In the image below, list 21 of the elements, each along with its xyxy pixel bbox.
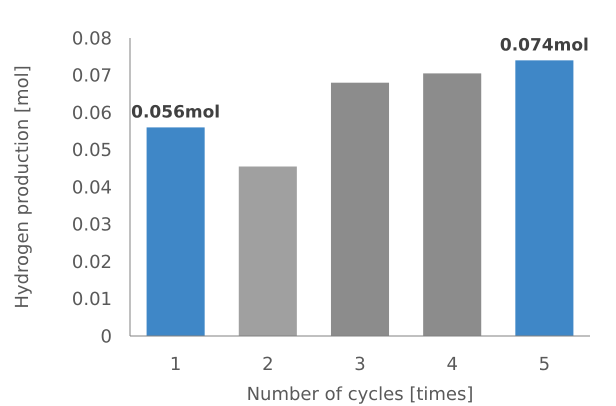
bar xyxy=(238,166,297,336)
bar xyxy=(515,60,574,336)
y-tick-label: 0.04 xyxy=(72,177,112,198)
x-tick-label: 2 xyxy=(262,354,274,375)
bar xyxy=(146,127,205,336)
y-tick-label: 0.02 xyxy=(72,252,112,273)
y-tick-label: 0 xyxy=(100,326,112,348)
y-tick-label: 0.06 xyxy=(72,102,112,124)
x-tick-label: 5 xyxy=(538,354,550,375)
x-tick-label: 3 xyxy=(354,354,366,375)
x-axis-title: Number of cycles [times] xyxy=(246,384,474,405)
data-label: 0.056mol xyxy=(131,102,220,122)
y-tick-label: 0.07 xyxy=(72,66,112,87)
y-tick-label: 0.01 xyxy=(72,289,112,310)
y-tick-label: 0.03 xyxy=(72,214,112,236)
x-tick-label: 1 xyxy=(170,354,182,375)
y-axis-title: Hydrogen production [mol] xyxy=(12,65,33,309)
y-tick-label: 0.05 xyxy=(72,140,112,162)
data-label: 0.074mol xyxy=(500,35,589,56)
y-tick-label: 0.08 xyxy=(72,28,112,50)
x-tick-label: 4 xyxy=(446,354,458,375)
